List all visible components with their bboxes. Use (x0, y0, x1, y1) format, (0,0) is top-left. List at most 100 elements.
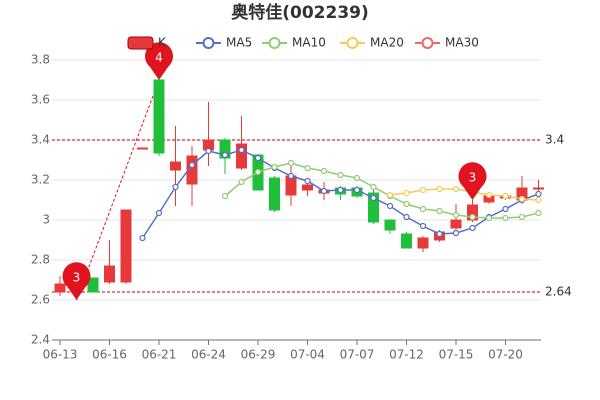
ma-point (452, 229, 460, 237)
x-tick-label: 07-12 (389, 348, 424, 362)
ma-point (188, 161, 196, 169)
ma-point (502, 205, 509, 213)
ma-point (238, 178, 245, 186)
ma-point (419, 186, 427, 194)
legend-label: MA30 (445, 36, 479, 50)
ma-point (254, 154, 262, 162)
legend-marker (202, 37, 215, 49)
ma-point (386, 202, 394, 210)
ma-line (389, 188, 539, 201)
legend-marker (346, 37, 359, 49)
candle-body (54, 283, 66, 293)
ma-point (304, 164, 311, 172)
ma-point (518, 213, 526, 221)
ma-point (155, 209, 163, 217)
ma-point (353, 174, 361, 182)
legend-icon (127, 36, 154, 50)
ma-point (287, 172, 295, 180)
ma-point (436, 185, 443, 193)
ma-point (535, 209, 542, 217)
ma-point (502, 192, 509, 200)
ma-point (403, 189, 410, 197)
x-tick-label: 07-15 (439, 348, 474, 362)
candle-body (170, 161, 181, 171)
ma-point (485, 214, 493, 222)
x-tick-label: 07-04 (290, 348, 325, 362)
x-tick-label: 06-29 (241, 348, 276, 362)
x-tick-label: 06-21 (142, 348, 177, 362)
candle-body (153, 79, 165, 154)
ma-point (205, 147, 212, 155)
ma-point (452, 185, 460, 193)
ma-point (419, 205, 427, 213)
ma-point (238, 146, 245, 154)
ma-point (353, 186, 361, 194)
ma-point (502, 214, 509, 222)
ma-point (469, 224, 476, 232)
ma-point (535, 196, 542, 204)
candle-body (120, 209, 132, 283)
legend-label: K (158, 36, 167, 50)
ma-point (518, 195, 526, 203)
ma-point (469, 213, 476, 221)
annotation-pin (62, 262, 91, 300)
candle-body (137, 147, 148, 150)
x-tick-label: 07-07 (340, 348, 375, 362)
ma-point (370, 194, 377, 202)
ma-point (337, 186, 344, 194)
candle-body (384, 219, 396, 231)
ma-point (221, 192, 229, 200)
ma-point (221, 151, 229, 159)
annotation-label: 4 (155, 51, 163, 65)
candle-body (533, 187, 544, 190)
ma-point (403, 213, 410, 221)
ma-point (535, 190, 542, 198)
annotation-label: 3 (469, 171, 477, 185)
candle-body (269, 177, 280, 211)
candle-body (450, 219, 462, 229)
ma-point (403, 200, 410, 208)
candle-body (236, 143, 247, 169)
ma-point (287, 159, 295, 167)
annotation-label: 3 (73, 271, 81, 285)
legend-marker (421, 37, 434, 49)
ma-point (452, 211, 460, 219)
candle-body (368, 192, 379, 223)
ma-point (271, 163, 278, 171)
x-tick-label: 06-16 (92, 348, 127, 362)
ma-point (436, 230, 443, 238)
ma-point (320, 167, 328, 175)
y-tick-label: 3.8 (31, 53, 50, 67)
ma-point (304, 177, 311, 185)
x-tick-label: 06-13 (43, 348, 78, 362)
y-tick-label: 3 (42, 213, 50, 227)
legend-label: MA10 (292, 36, 326, 50)
y-tick-label: 2.8 (31, 253, 50, 267)
y-tick-label: 3.2 (31, 173, 50, 187)
ma-point (172, 183, 179, 191)
y-tick-label: 3.6 (31, 93, 50, 107)
x-tick-label: 07-20 (488, 348, 523, 362)
ma-point (370, 183, 377, 191)
annotation-connector (76, 79, 160, 301)
legend-marker (268, 37, 281, 49)
candle-body (186, 155, 198, 185)
x-tick-label: 06-24 (191, 348, 226, 362)
y-tick-label: 2.4 (31, 333, 50, 347)
ma-point (419, 222, 427, 230)
ma-point (320, 187, 328, 195)
candle-body (104, 265, 115, 283)
candle-body (87, 277, 99, 293)
ma-point (386, 191, 394, 199)
ma-point (436, 207, 443, 215)
y-tick-label: 2.6 (31, 293, 50, 307)
ma-point (254, 168, 262, 176)
reference-label: 2.64 (545, 285, 572, 299)
reference-label: 3.4 (545, 133, 564, 147)
annotation-pin (145, 42, 173, 80)
legend-label: MA20 (370, 36, 404, 50)
legend-label: MA5 (226, 36, 252, 50)
candle-body (401, 233, 412, 249)
chart-title: 奥特佳(002239) (231, 2, 369, 23)
